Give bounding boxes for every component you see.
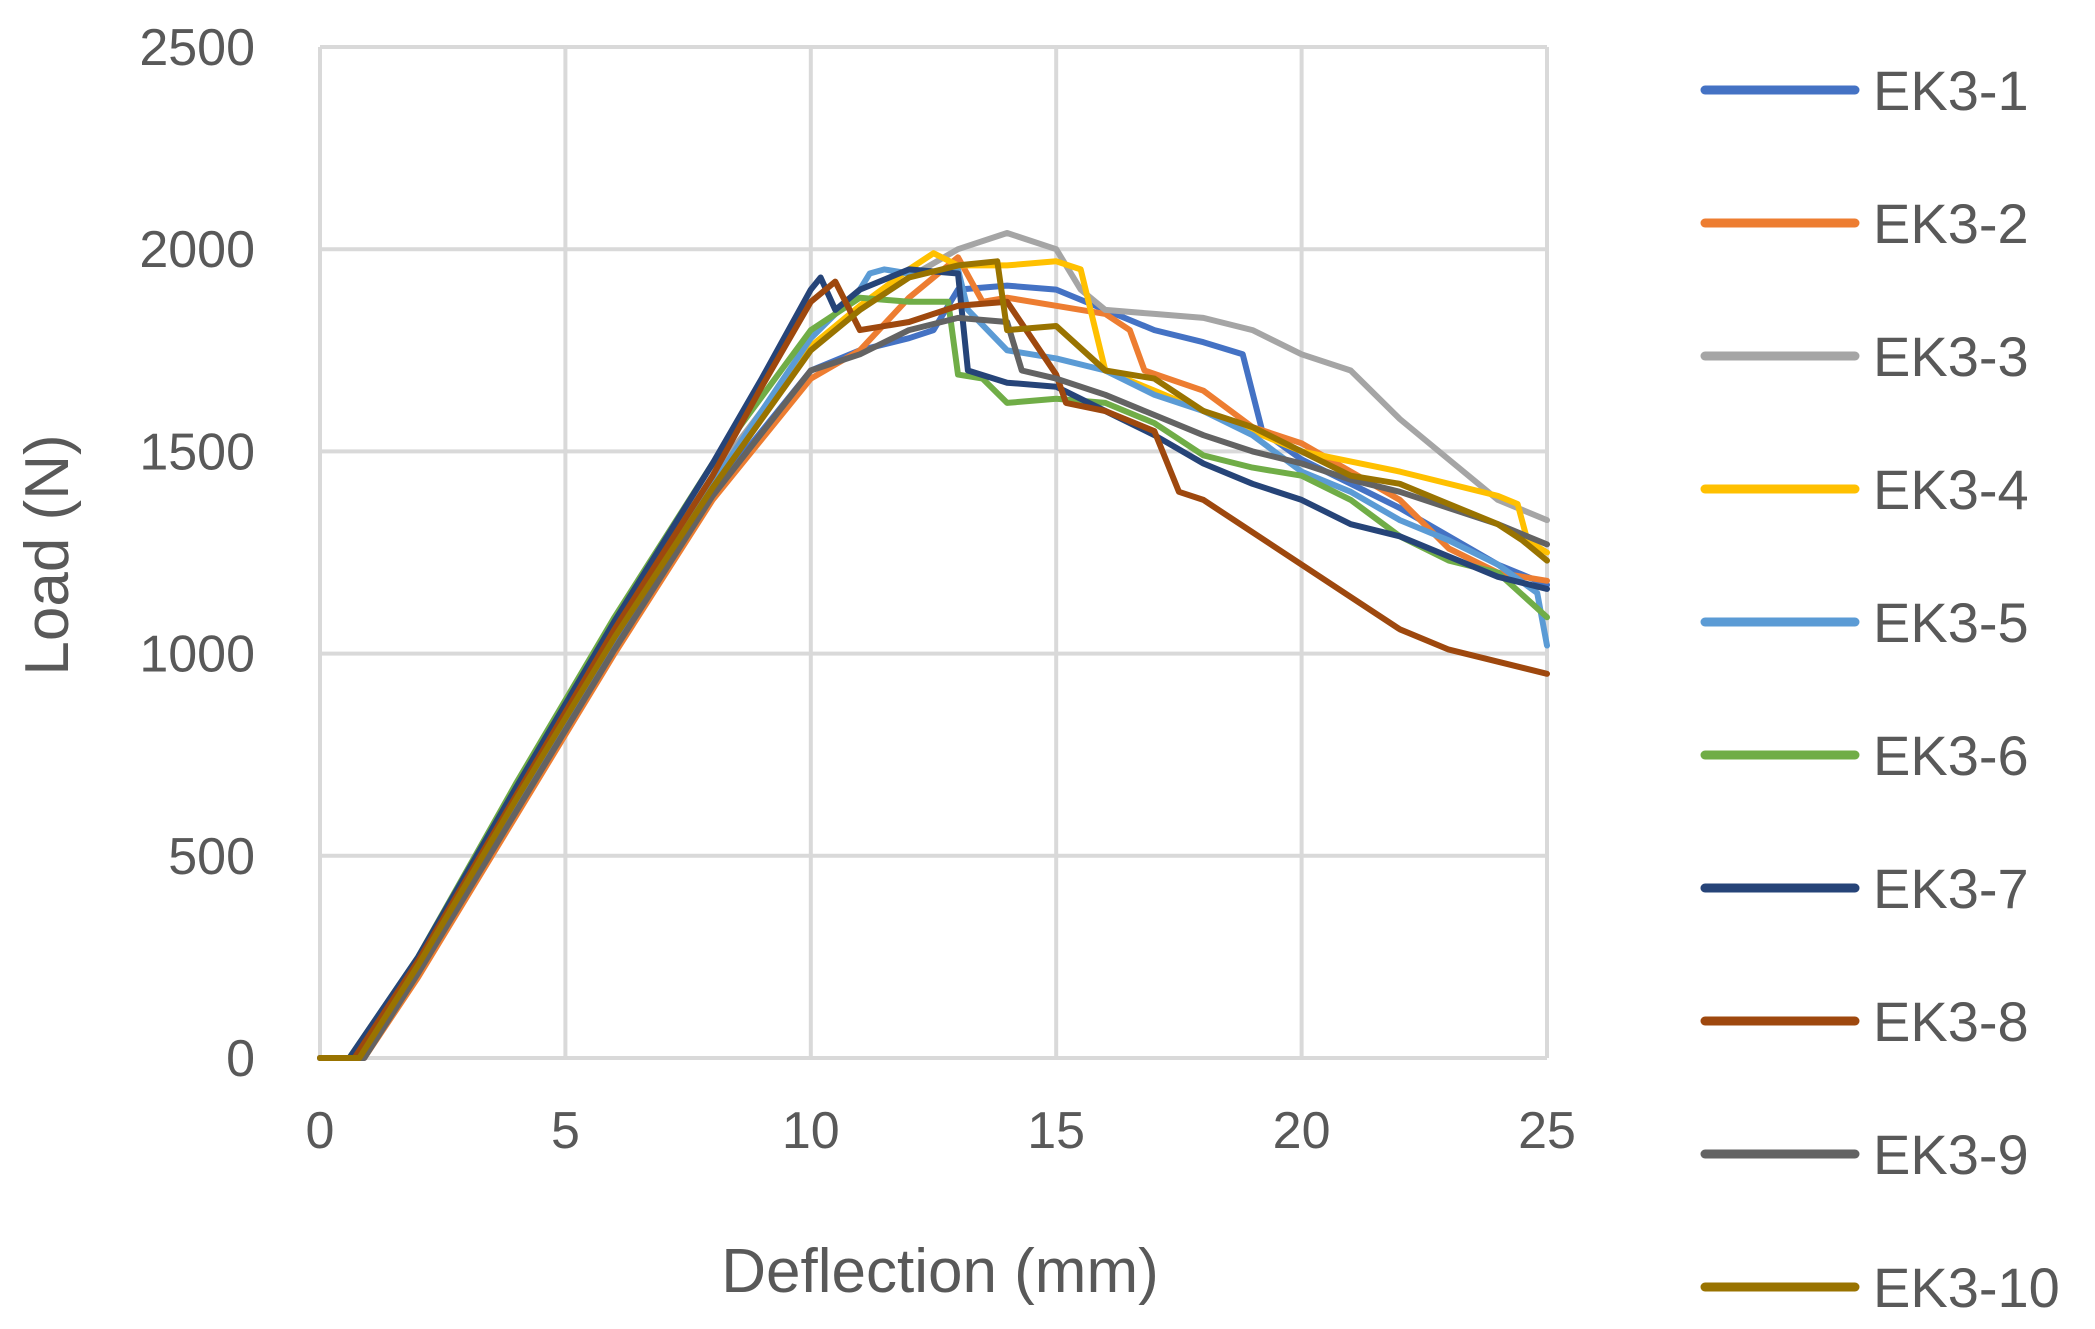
series-line-ek3-2 (317, 254, 1550, 1061)
series-line-ek3-7 (317, 266, 1550, 1061)
series-lines (317, 230, 1550, 1061)
series-line-ek3-9 (317, 314, 1550, 1061)
x-tick-label: 10 (782, 1102, 840, 1160)
series-line-ek3-3 (317, 230, 1550, 1061)
series-line-ek3-1 (317, 282, 1550, 1061)
legend: EK3-1 EK3-2 EK3-3 EK3-4 EK3-5 EK3-6 EK3-7 EK3-8… (1700, 59, 2060, 1319)
x-axis-title: Deflection (mm) (721, 1237, 1159, 1306)
y-tick-label: 500 (168, 828, 255, 886)
gridlines (318, 45, 1549, 1060)
axes: 0 500 1000 1500 2000 2500 0 5 10 15 20 25 (139, 19, 1576, 1160)
legend-label: EK3-9 (1873, 1123, 2029, 1186)
legend-label: EK3-5 (1873, 591, 2029, 654)
series-line-ek3-5 (317, 266, 1550, 1061)
x-tick-label: 15 (1027, 1102, 1085, 1160)
x-tick-label: 0 (306, 1102, 335, 1160)
legend-label: EK3-3 (1873, 325, 2029, 388)
y-tick-label: 2500 (139, 19, 255, 77)
y-tick-label: 2000 (139, 221, 255, 279)
y-tick-label: 1000 (139, 626, 255, 684)
legend-label: EK3-4 (1873, 458, 2029, 521)
series-line-ek3-6 (317, 294, 1550, 1061)
y-tick-label: 1500 (139, 423, 255, 481)
x-tick-label: 5 (551, 1102, 580, 1160)
x-tick-label: 25 (1518, 1102, 1576, 1160)
legend-label: EK3-7 (1873, 857, 2029, 920)
series-line-ek3-8 (317, 278, 1550, 1061)
legend-label: EK3-1 (1873, 59, 2029, 122)
y-axis-title: Load (N) (13, 434, 82, 675)
series-line-ek3-10 (317, 258, 1550, 1061)
y-tick-label: 0 (226, 1030, 255, 1088)
legend-label: EK3-6 (1873, 724, 2029, 787)
x-tick-label: 20 (1273, 1102, 1331, 1160)
legend-label: EK3-8 (1873, 990, 2029, 1053)
legend-label: EK3-2 (1873, 192, 2029, 255)
legend-label: EK3-10 (1873, 1256, 2060, 1319)
